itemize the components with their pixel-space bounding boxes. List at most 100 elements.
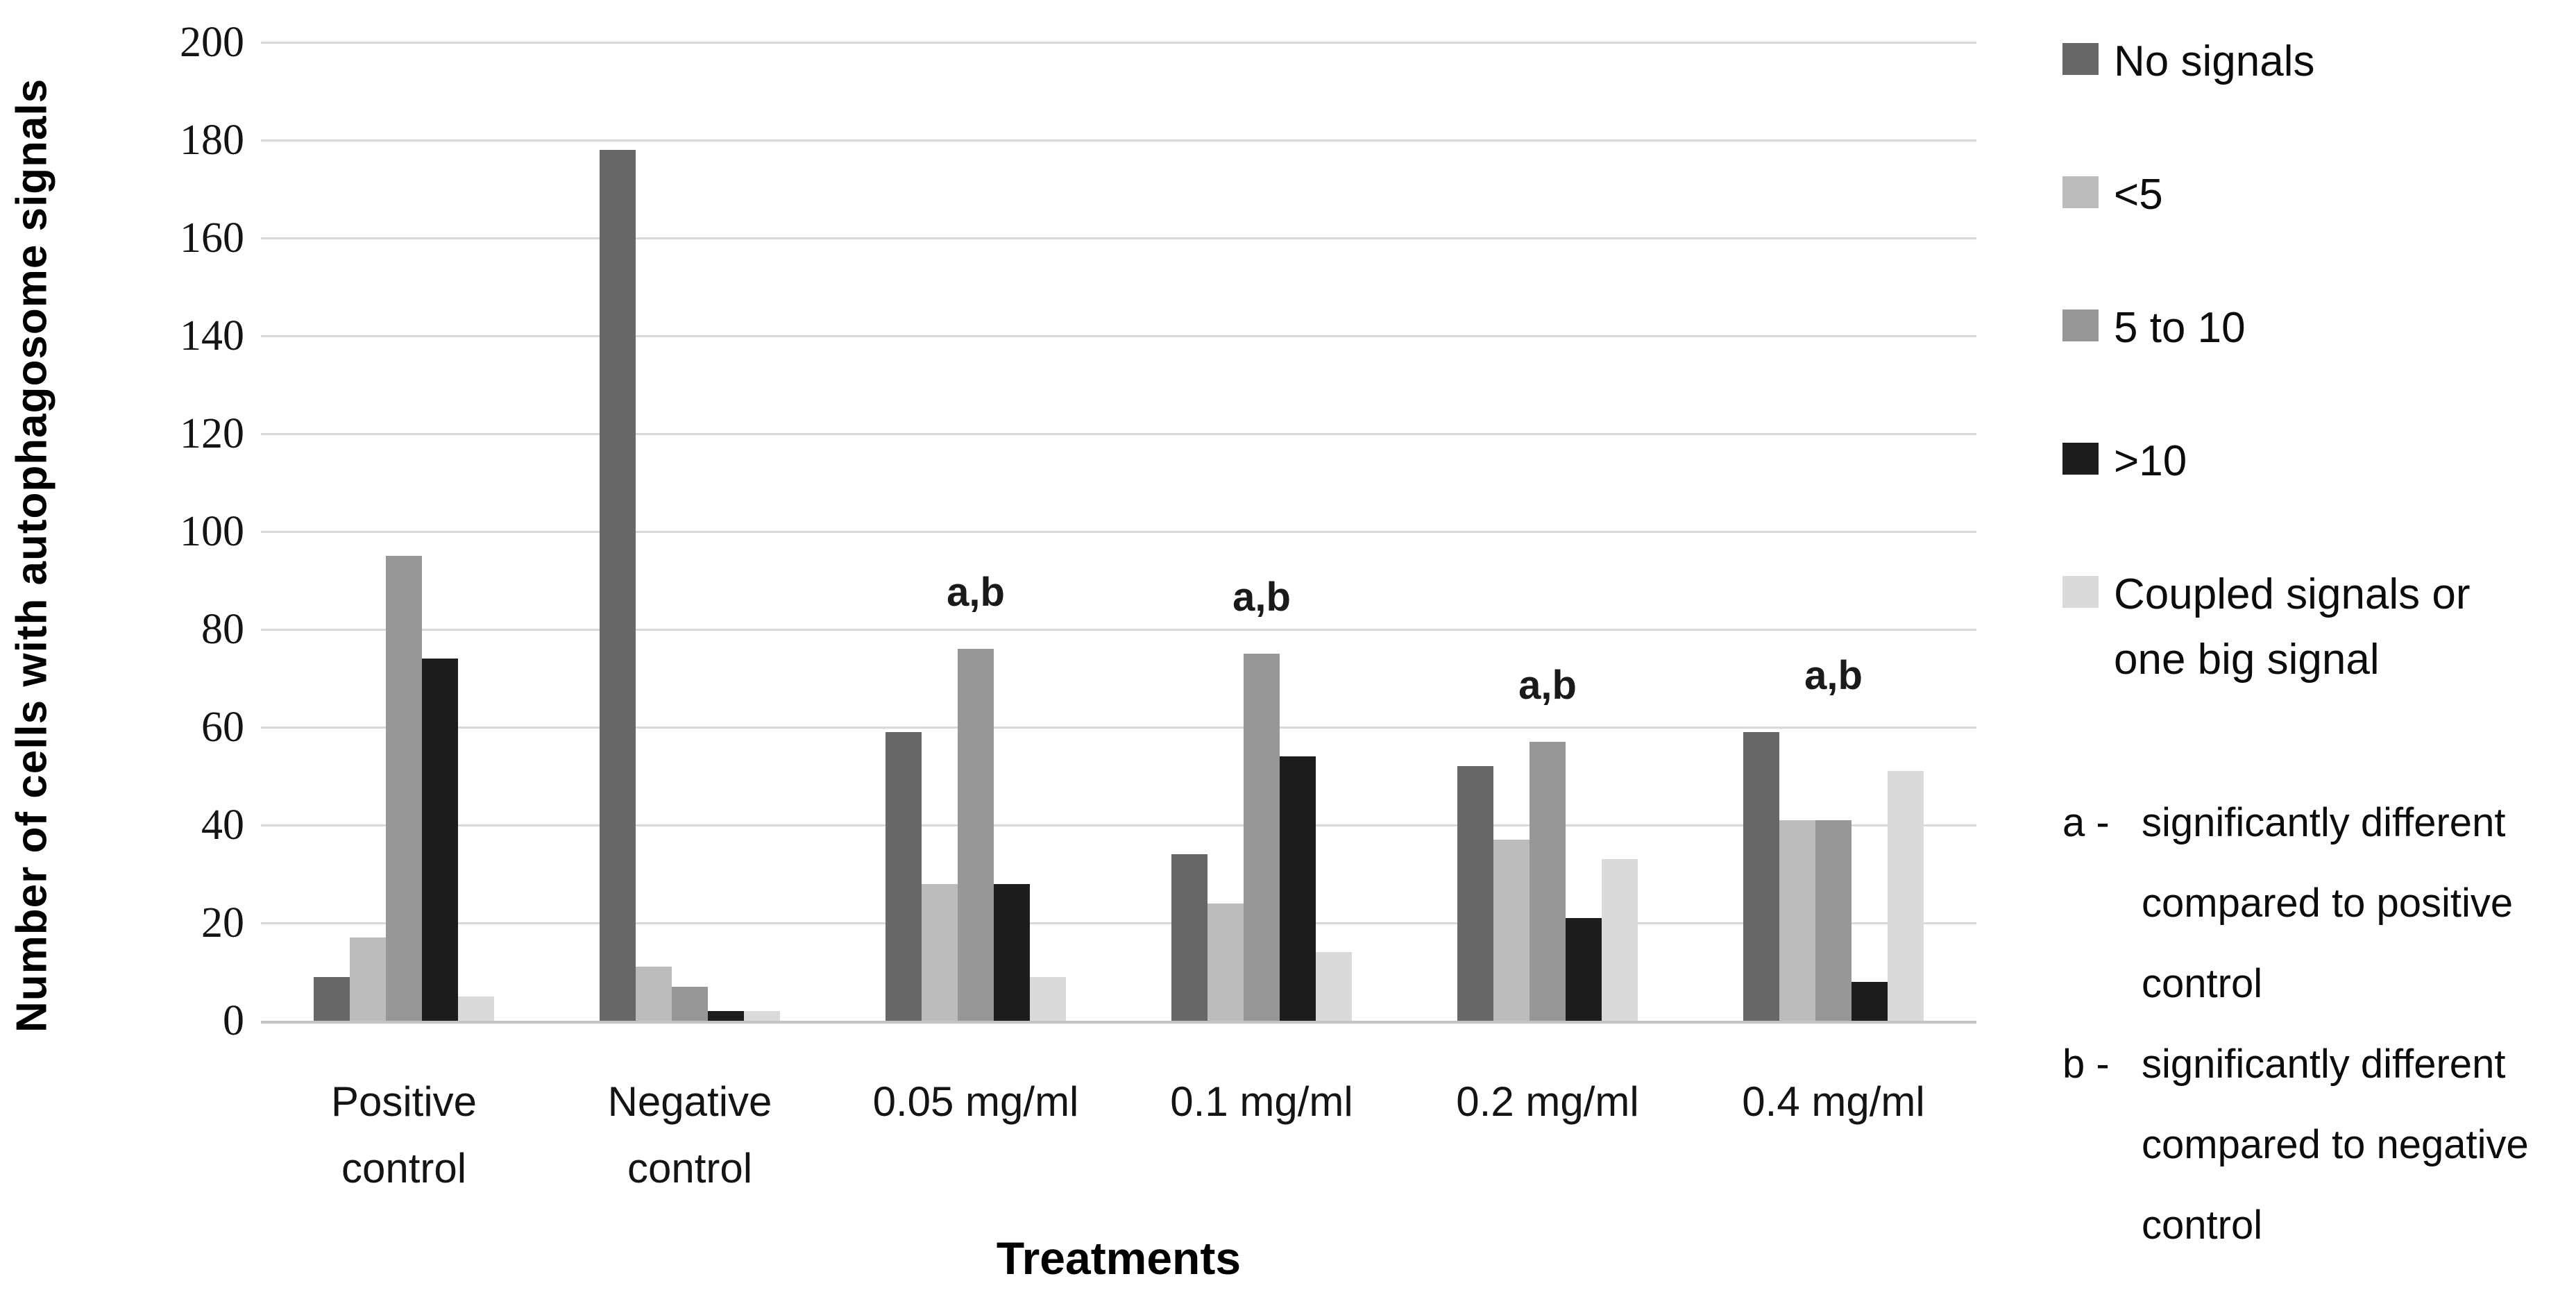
bar-5-0-4-mg-ml bbox=[1779, 820, 1815, 1021]
y-tick-label-100: 100 bbox=[180, 508, 244, 555]
gridline-y-120 bbox=[261, 433, 1976, 435]
significance-annotation-0-2-mg-ml: a,b bbox=[1518, 663, 1577, 708]
x-axis-ticks: Positive control Negative control 0.05 mg/… bbox=[261, 1069, 1976, 1214]
bar-5-to-10-0-1-mg-ml bbox=[1244, 654, 1280, 1021]
bars-positive-control bbox=[314, 556, 494, 1021]
footnotes: a - significantly different compared to p… bbox=[2062, 783, 2569, 1266]
bar-group-negative-control bbox=[547, 42, 833, 1021]
x-tick-label-negative-control: Negative control bbox=[607, 1078, 772, 1191]
bar-10-0-4-mg-ml bbox=[1852, 981, 1888, 1021]
bar-group-0-4-mg-ml: a,b bbox=[1690, 42, 1976, 1021]
y-tick-label-160: 160 bbox=[180, 214, 244, 262]
legend-label-10: >10 bbox=[2114, 437, 2187, 485]
bar-no-signals-0-1-mg-ml bbox=[1171, 854, 1208, 1021]
significance-annotation-0-1-mg-ml: a,b bbox=[1232, 575, 1291, 620]
bar-5-0-05-mg-ml bbox=[922, 883, 958, 1021]
bar-no-signals-negative-control bbox=[600, 150, 636, 1021]
bar-5-to-10-0-05-mg-ml bbox=[958, 649, 994, 1021]
significance-annotation-0-4-mg-ml: a,b bbox=[1804, 653, 1863, 699]
gridline-y-180 bbox=[261, 139, 1976, 142]
bar-10-0-1-mg-ml bbox=[1280, 756, 1316, 1021]
bar-10-positive-control bbox=[422, 659, 458, 1021]
bar-group-0-05-mg-ml: a,b bbox=[833, 42, 1119, 1021]
y-tick-label-20: 20 bbox=[201, 899, 244, 947]
plot-area: a,b a,b a,b a,b bbox=[261, 42, 1976, 1024]
gridline-y-200 bbox=[261, 42, 1976, 44]
bars-0-1-mg-ml bbox=[1171, 654, 1352, 1021]
bars-0-2-mg-ml bbox=[1457, 742, 1638, 1021]
footnote-marker-b: b - bbox=[2062, 1042, 2110, 1087]
x-tick-label-0-4-mg-ml: 0.4 mg/ml bbox=[1742, 1078, 1925, 1125]
x-tick-label-0-05-mg-ml: 0.05 mg/ml bbox=[872, 1078, 1079, 1125]
gridline-y-160 bbox=[261, 237, 1976, 239]
bar-5-0-1-mg-ml bbox=[1208, 903, 1244, 1021]
y-tick-label-0: 0 bbox=[223, 997, 244, 1044]
y-tick-label-40: 40 bbox=[201, 801, 244, 849]
gridline-y-140 bbox=[261, 335, 1976, 337]
footnote-marker-a: a - bbox=[2062, 800, 2110, 845]
footnote-text-a: significantly different compared to posi… bbox=[2142, 800, 2514, 1006]
bar-10-0-2-mg-ml bbox=[1566, 917, 1602, 1021]
bars-negative-control bbox=[600, 150, 780, 1021]
bar-no-signals-0-05-mg-ml bbox=[886, 732, 922, 1021]
x-tick-label-positive-control: Positive control bbox=[330, 1078, 477, 1191]
bar-5-to-10-0-2-mg-ml bbox=[1530, 742, 1566, 1021]
bar-group-0-2-mg-ml: a,b bbox=[1405, 42, 1690, 1021]
bar-coupled-signals-or-one-big-signal-negative-control bbox=[744, 1010, 780, 1021]
bar-coupled-signals-or-one-big-signal-0-2-mg-ml bbox=[1602, 859, 1638, 1021]
legend-label-5: <5 bbox=[2114, 171, 2163, 219]
bar-coupled-signals-or-one-big-signal-0-1-mg-ml bbox=[1316, 952, 1352, 1021]
bar-no-signals-0-2-mg-ml bbox=[1457, 766, 1493, 1021]
gridline-y-40 bbox=[261, 824, 1976, 826]
gridline-y-80 bbox=[261, 629, 1976, 631]
gridline-y-60 bbox=[261, 727, 1976, 729]
x-tick-label-0-1-mg-ml: 0.1 mg/ml bbox=[1170, 1078, 1353, 1125]
footnote-text-b: significantly different compared to nega… bbox=[2142, 1042, 2529, 1248]
legend-item-5: <5 bbox=[2062, 162, 2163, 228]
y-tick-label-120: 120 bbox=[180, 410, 244, 457]
bar-5-positive-control bbox=[350, 937, 386, 1021]
significance-annotation-0-05-mg-ml: a,b bbox=[947, 570, 1005, 616]
bar-group-positive-control bbox=[261, 42, 547, 1021]
legend-item-10: >10 bbox=[2062, 429, 2187, 494]
y-tick-label-80: 80 bbox=[201, 606, 244, 653]
bar-coupled-signals-or-one-big-signal-0-4-mg-ml bbox=[1888, 771, 1924, 1021]
gridline-y-20 bbox=[261, 922, 1976, 924]
bar-coupled-signals-or-one-big-signal-positive-control bbox=[458, 996, 494, 1021]
bar-group-0-1-mg-ml: a,b bbox=[1119, 42, 1405, 1021]
bar-no-signals-positive-control bbox=[314, 976, 350, 1021]
legend-swatch-5 bbox=[2062, 176, 2099, 208]
legend-swatch-10 bbox=[2062, 443, 2099, 475]
gridline-y-100 bbox=[261, 531, 1976, 533]
bar-coupled-signals-or-one-big-signal-0-05-mg-ml bbox=[1030, 976, 1066, 1021]
legend-item-no-signals: No signals bbox=[2062, 29, 2314, 94]
x-tick-label-0-2-mg-ml: 0.2 mg/ml bbox=[1456, 1078, 1639, 1125]
y-tick-label-140: 140 bbox=[180, 312, 244, 359]
bar-5-negative-control bbox=[636, 967, 672, 1021]
bars-0-05-mg-ml bbox=[886, 649, 1066, 1021]
x-axis-title: Treatments bbox=[996, 1232, 1242, 1284]
y-axis-ticks: 0 20 40 60 80 100 120 140 160 180 200 bbox=[0, 20, 244, 1043]
bar-5-to-10-negative-control bbox=[672, 986, 708, 1021]
bar-5-0-2-mg-ml bbox=[1493, 840, 1530, 1021]
legend-label-5-to-10: 5 to 10 bbox=[2114, 304, 2246, 352]
legend-swatch-5-to-10 bbox=[2062, 309, 2099, 341]
footnote-a: a - significantly different compared to p… bbox=[2062, 783, 2569, 1024]
legend-label-no-signals: No signals bbox=[2114, 37, 2315, 85]
y-tick-label-200: 200 bbox=[180, 19, 244, 66]
legend-swatch-no-signals bbox=[2062, 43, 2099, 75]
legend-swatch-coupled-signals-or-one-big-signal bbox=[2062, 576, 2099, 608]
bar-5-to-10-positive-control bbox=[386, 556, 422, 1021]
bars-0-4-mg-ml bbox=[1743, 732, 1924, 1021]
footnote-b: b - significantly different compared to n… bbox=[2062, 1024, 2569, 1266]
bar-5-to-10-0-4-mg-ml bbox=[1815, 820, 1852, 1021]
y-tick-label-60: 60 bbox=[201, 704, 244, 751]
legend-item-coupled-signals-or-one-big-signal: Coupled signals or one big signal bbox=[2062, 562, 2471, 693]
legend-item-5-to-10: 5 to 10 bbox=[2062, 296, 2246, 361]
legend-label-coupled-signals-or-one-big-signal: Coupled signals or one big signal bbox=[2114, 570, 2471, 684]
y-tick-label-180: 180 bbox=[180, 117, 244, 164]
bar-no-signals-0-4-mg-ml bbox=[1743, 732, 1779, 1021]
bar-10-0-05-mg-ml bbox=[994, 883, 1030, 1021]
bar-10-negative-control bbox=[708, 1010, 744, 1021]
